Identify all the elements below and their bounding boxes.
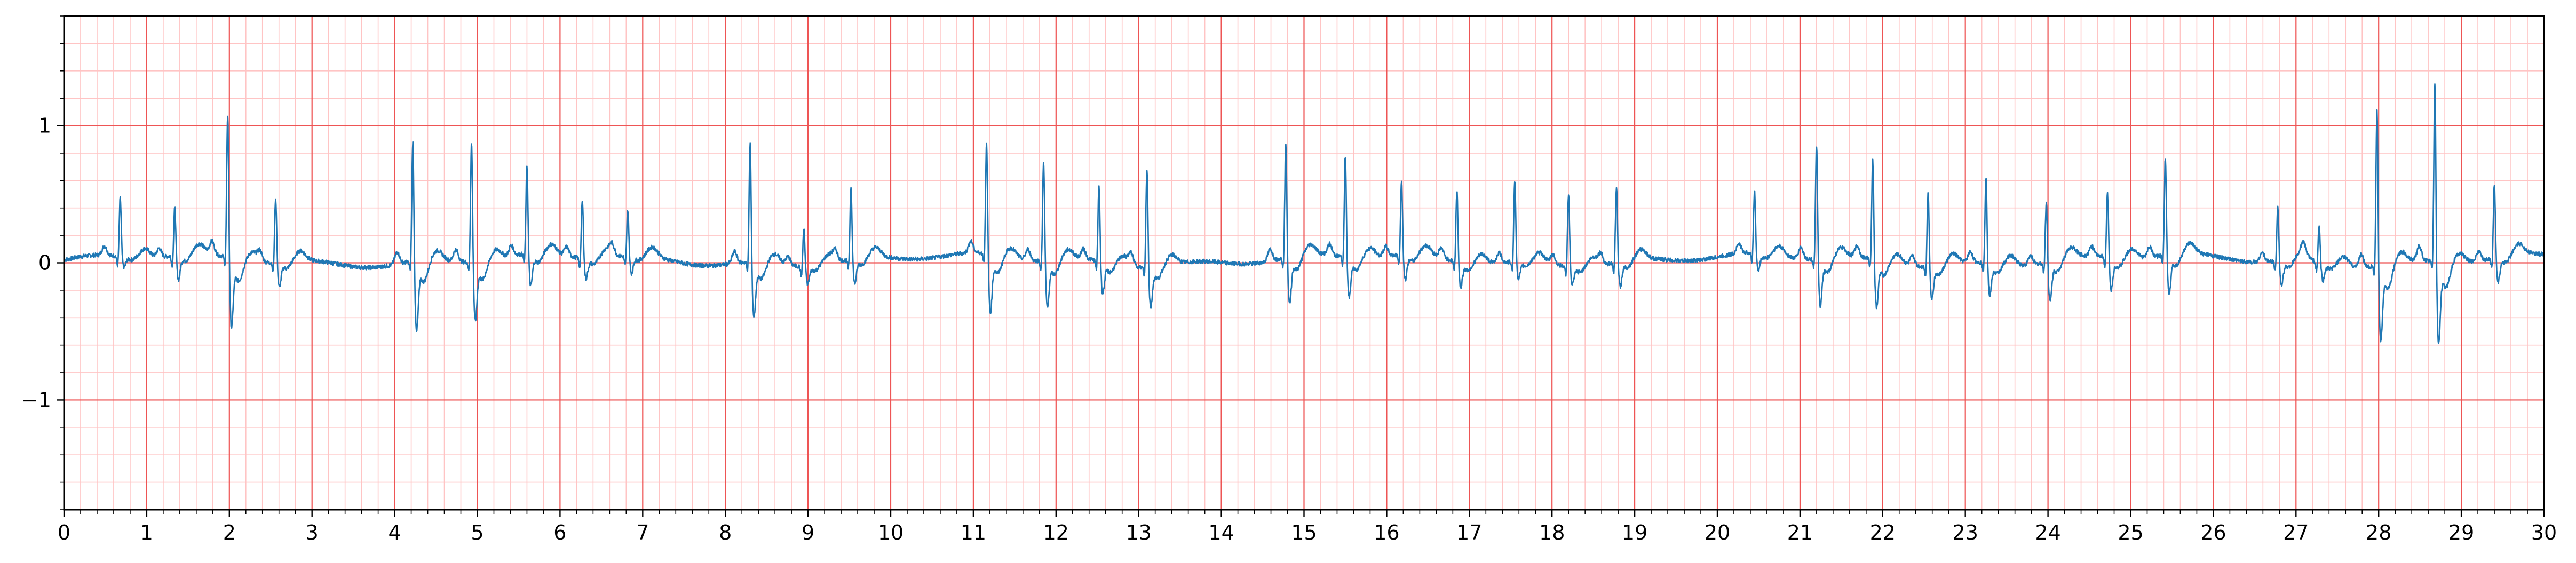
x-tick-label: 24 [2035, 521, 2060, 544]
x-tick-label: 30 [2531, 521, 2557, 544]
x-tick-label: 29 [2448, 521, 2474, 544]
x-tick-label: 21 [1787, 521, 1813, 544]
x-tick-label: 14 [1208, 521, 1234, 544]
y-axis: −1 0 1 [21, 15, 64, 510]
x-tick-label: 9 [802, 521, 814, 544]
x-axis: 0 1 2 3 4 5 6 7 8 9 10 11 12 13 14 15 16 17 18 19 20 21 22 23 24… [58, 510, 2557, 544]
x-tick-label: 4 [389, 521, 401, 544]
x-tick-label: 15 [1291, 521, 1317, 544]
x-tick-label: 8 [719, 521, 732, 544]
x-tick-label: 6 [553, 521, 566, 544]
x-tick-label: 23 [1953, 521, 1978, 544]
x-tick-label: 13 [1126, 521, 1152, 544]
y-tick-label: −1 [21, 388, 51, 411]
ecg-trace-line [64, 83, 2545, 344]
x-tick-label: 10 [878, 521, 903, 544]
x-tick-label: 5 [471, 521, 484, 544]
x-tick-label: 7 [636, 521, 649, 544]
y-tick-label: 1 [38, 114, 51, 138]
x-tick-label: 20 [1705, 521, 1730, 544]
x-tick-label: 11 [961, 521, 986, 544]
x-tick-label: 1 [140, 521, 153, 544]
y-tick-label: 0 [38, 251, 51, 275]
x-tick-label: 16 [1374, 521, 1399, 544]
x-tick-label: 3 [306, 521, 319, 544]
x-tick-label: 26 [2200, 521, 2226, 544]
x-tick-label: 18 [1539, 521, 1565, 544]
x-tick-label: 22 [1870, 521, 1896, 544]
x-tick-label: 27 [2283, 521, 2309, 544]
x-tick-label: 28 [2366, 521, 2391, 544]
x-tick-label: 0 [58, 521, 70, 544]
x-tick-label: 12 [1043, 521, 1069, 544]
x-tick-label: 2 [223, 521, 236, 544]
x-tick-label: 17 [1456, 521, 1482, 544]
x-tick-label: 25 [2118, 521, 2143, 544]
x-tick-label: 19 [1622, 521, 1647, 544]
